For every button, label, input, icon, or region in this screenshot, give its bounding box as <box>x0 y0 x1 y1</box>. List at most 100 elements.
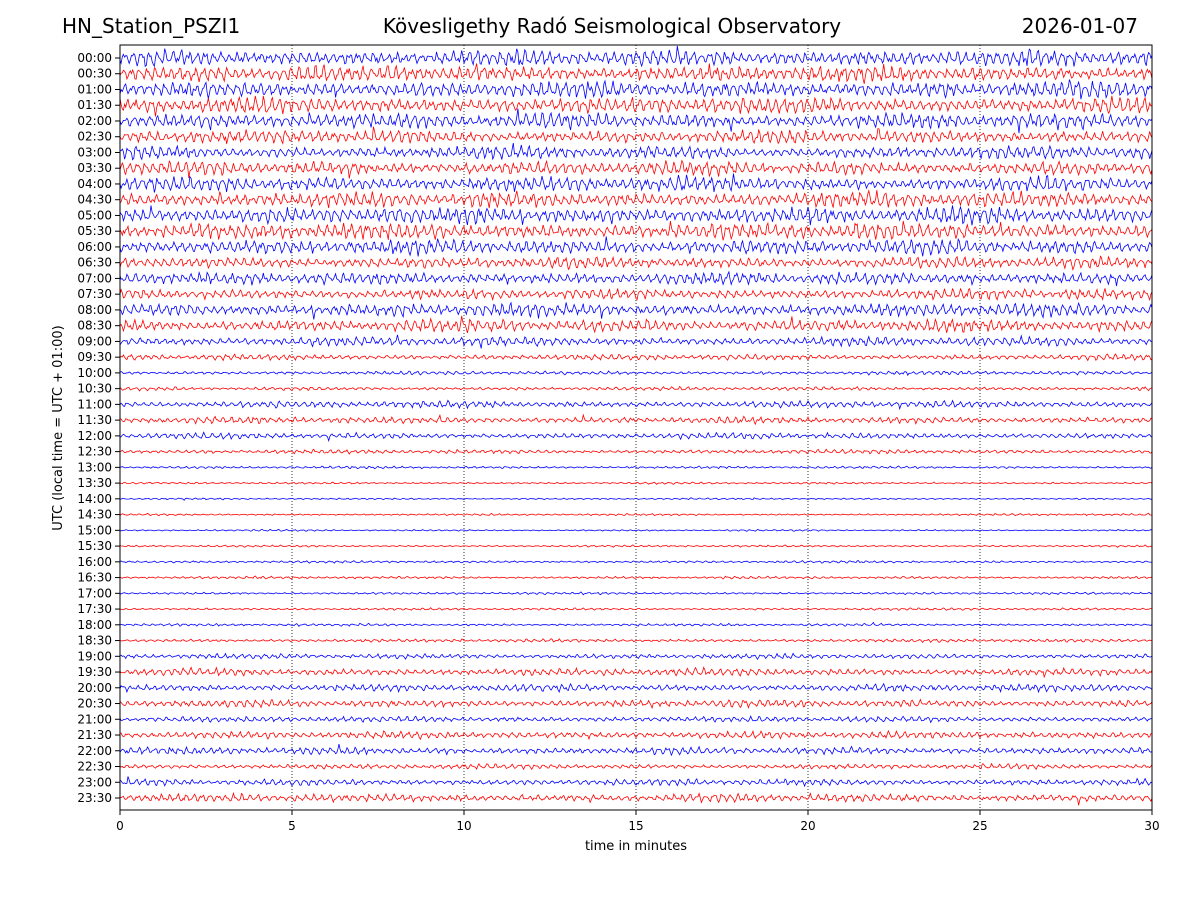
y-tick-label: 04:00 <box>77 177 112 191</box>
y-tick-label: 19:00 <box>77 649 112 663</box>
y-tick-label: 19:30 <box>77 665 112 679</box>
observatory-title: Kövesligethy Radó Seismological Observat… <box>382 14 842 38</box>
y-tick-label: 04:30 <box>77 193 112 207</box>
y-tick-label: 02:00 <box>77 114 112 128</box>
trace-2330 <box>119 791 1153 806</box>
trace-1700 <box>119 591 1152 596</box>
trace-1530 <box>119 544 1153 548</box>
trace-0000 <box>119 45 1153 68</box>
y-tick-label: 16:30 <box>77 571 112 585</box>
trace-0430 <box>119 189 1153 209</box>
y-tick-label: 09:00 <box>77 334 112 348</box>
trace-0230 <box>119 126 1153 145</box>
y-tick-label: 16:00 <box>77 555 112 569</box>
trace-1800 <box>119 621 1153 628</box>
trace-0130 <box>119 95 1153 117</box>
x-axis-ticks: 0 5 10 15 20 25 30 <box>116 810 1160 833</box>
trace-1200 <box>119 431 1153 443</box>
y-tick-label: 17:30 <box>77 602 112 616</box>
y-tick-label: 18:00 <box>77 618 112 632</box>
trace-0830 <box>119 315 1153 334</box>
y-tick-label: 17:00 <box>77 586 112 600</box>
trace-2200 <box>119 744 1153 757</box>
y-tick-label: 01:00 <box>77 82 112 96</box>
y-tick-label: 03:30 <box>77 161 112 175</box>
y-tick-label: 14:00 <box>77 492 112 506</box>
y-tick-label: 11:30 <box>77 413 112 427</box>
trace-2300 <box>119 776 1153 788</box>
trace-1230 <box>119 448 1153 455</box>
y-tick-label: 18:30 <box>77 634 112 648</box>
trace-2130 <box>119 729 1152 741</box>
y-tick-label: 05:00 <box>77 208 112 222</box>
trace-1330 <box>119 481 1153 485</box>
y-tick-label: 20:00 <box>77 681 112 695</box>
y-tick-label: 23:00 <box>77 775 112 789</box>
y-tick-label: 09:30 <box>77 350 112 364</box>
y-tick-label: 08:00 <box>77 303 112 317</box>
y-tick-label: 02:30 <box>77 130 112 144</box>
trace-1130 <box>119 413 1153 426</box>
y-tick-label: 00:30 <box>77 67 112 81</box>
trace-2230 <box>119 762 1153 771</box>
trace-0730 <box>119 287 1153 302</box>
trace-1930 <box>119 666 1153 679</box>
trace-1500 <box>119 528 1153 532</box>
vertical-grid <box>291 45 981 810</box>
y-tick-label: 15:30 <box>77 539 112 553</box>
x-axis-label: time in minutes <box>585 839 687 854</box>
trace-0800 <box>119 301 1153 320</box>
trace-0030 <box>119 63 1153 84</box>
y-tick-label: 12:30 <box>77 445 112 459</box>
trace-0300 <box>119 142 1153 161</box>
trace-1830 <box>119 638 1153 643</box>
trace-0100 <box>119 79 1153 100</box>
y-tick-label: 00:00 <box>77 51 112 65</box>
y-tick-label: 14:30 <box>77 508 112 522</box>
trace-1100 <box>119 399 1153 411</box>
y-tick-label: 03:00 <box>77 145 112 159</box>
y-tick-label: 06:00 <box>77 240 112 254</box>
x-tick-label: 25 <box>972 819 987 833</box>
y-tick-label: 13:30 <box>77 476 112 490</box>
y-tick-label: 21:00 <box>77 712 112 726</box>
y-tick-label: 10:30 <box>77 382 112 396</box>
y-tick-label: 23:30 <box>77 791 112 805</box>
trace-0330 <box>119 159 1153 179</box>
trace-1030 <box>119 385 1153 392</box>
trace-lines <box>119 45 1153 806</box>
trace-1300 <box>119 465 1153 470</box>
y-tick-label: 01:30 <box>77 98 112 112</box>
y-tick-label: 06:30 <box>77 256 112 270</box>
x-tick-label: 15 <box>628 819 643 833</box>
y-tick-label: 05:30 <box>77 224 112 238</box>
x-tick-label: 5 <box>288 819 296 833</box>
y-tick-label: 15:00 <box>77 523 112 537</box>
trace-0930 <box>119 353 1153 362</box>
y-tick-label: 11:00 <box>77 397 112 411</box>
y-tick-label: 10:00 <box>77 366 112 380</box>
y-tick-label: 07:30 <box>77 287 112 301</box>
trace-0900 <box>119 334 1153 349</box>
y-tick-label: 12:00 <box>77 429 112 443</box>
trace-1900 <box>119 652 1153 661</box>
trace-2030 <box>119 698 1153 710</box>
x-tick-label: 0 <box>116 819 124 833</box>
trace-0630 <box>119 255 1153 271</box>
date-title: 2026-01-07 <box>1021 14 1138 38</box>
x-tick-label: 30 <box>1144 819 1159 833</box>
y-tick-label: 08:30 <box>77 319 112 333</box>
trace-1400 <box>119 497 1153 501</box>
y-tick-label: 21:30 <box>77 728 112 742</box>
y-tick-label: 22:30 <box>77 760 112 774</box>
trace-0530 <box>119 220 1153 241</box>
station-title: HN_Station_PSZI1 <box>62 14 241 38</box>
trace-0700 <box>119 270 1153 287</box>
y-tick-label: 20:30 <box>77 697 112 711</box>
trace-2000 <box>119 682 1153 694</box>
y-tick-label: 07:00 <box>77 271 112 285</box>
x-tick-label: 10 <box>456 819 471 833</box>
trace-0500 <box>119 205 1153 226</box>
